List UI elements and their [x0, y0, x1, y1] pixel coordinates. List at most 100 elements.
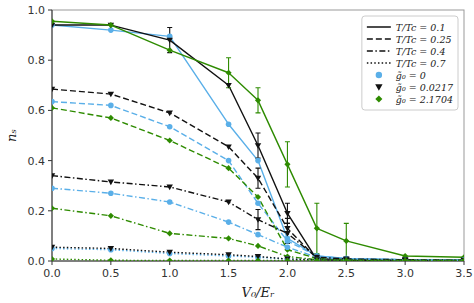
x-tick	[464, 261, 465, 265]
y-tick	[48, 210, 52, 211]
point	[314, 257, 320, 261]
x-tick	[405, 261, 406, 265]
legend-handle	[367, 50, 391, 52]
y-tick-label: 0.2	[28, 205, 46, 218]
point	[284, 257, 290, 261]
point	[52, 256, 55, 261]
point	[108, 213, 114, 219]
y-tick-label: 0.8	[28, 54, 46, 67]
legend-handle	[367, 26, 391, 28]
point	[343, 257, 349, 261]
point	[343, 257, 349, 261]
point	[461, 258, 464, 261]
x-tick-label: 1.0	[161, 267, 179, 280]
point	[343, 258, 349, 261]
error-bar	[344, 223, 349, 258]
point	[108, 23, 114, 29]
point	[402, 257, 408, 261]
point	[255, 143, 261, 149]
series-line	[52, 188, 464, 260]
point	[343, 238, 349, 244]
legend: T/Tc = 0.1T/Tc = 0.25T/Tc = 0.4T/Tc = 0.…	[362, 16, 458, 110]
point	[166, 110, 172, 116]
legend-label: g̃₀ = 0	[396, 70, 426, 81]
point	[108, 103, 114, 109]
error-bar	[285, 142, 290, 187]
point	[402, 258, 408, 261]
point	[402, 258, 408, 261]
point	[225, 252, 231, 258]
error-bar	[256, 210, 261, 230]
point	[52, 173, 55, 179]
point	[108, 92, 114, 98]
point	[284, 231, 290, 237]
data	[52, 18, 464, 261]
point	[255, 176, 261, 182]
legend-handle	[375, 95, 382, 102]
point	[108, 180, 114, 186]
point	[343, 257, 349, 261]
axes: 0.00.51.01.52.02.53.03.50.00.20.40.60.81…	[28, 4, 473, 280]
point	[461, 257, 464, 261]
point	[402, 257, 408, 261]
point	[255, 194, 261, 200]
point	[314, 257, 320, 261]
point	[225, 200, 231, 206]
point	[461, 257, 464, 261]
point	[108, 247, 114, 253]
point	[255, 200, 261, 206]
x-tick	[346, 261, 347, 265]
legend-label: g̃₀ = 0.0217	[396, 82, 454, 93]
error-bar	[285, 218, 290, 238]
error-bar	[256, 168, 261, 188]
point	[225, 235, 231, 241]
point	[108, 115, 114, 121]
x-tick	[169, 261, 170, 265]
x-axis-label: V₀/Eᵣ	[242, 285, 275, 300]
plot-frame	[52, 10, 464, 261]
point	[52, 87, 55, 93]
point	[225, 257, 231, 261]
point	[461, 258, 464, 261]
legend-handle	[375, 84, 382, 90]
point	[284, 211, 290, 217]
y-tick	[48, 110, 52, 111]
series-line	[52, 108, 464, 261]
markers	[52, 18, 464, 261]
point	[52, 18, 55, 24]
point	[167, 124, 173, 130]
point	[108, 190, 114, 196]
point	[255, 257, 261, 261]
y-tick	[48, 160, 52, 161]
point	[402, 258, 408, 261]
point	[285, 244, 291, 250]
x-tick	[287, 261, 288, 265]
point	[226, 219, 232, 225]
y-tick-label: 0.0	[28, 255, 46, 268]
series-line	[52, 25, 464, 260]
x-tick	[110, 261, 111, 265]
point	[52, 245, 55, 251]
point	[255, 158, 261, 164]
point	[343, 257, 349, 261]
point	[402, 257, 408, 261]
point	[226, 121, 232, 127]
point	[402, 257, 408, 261]
point	[52, 246, 55, 252]
point	[314, 257, 320, 261]
point	[167, 230, 173, 236]
point	[52, 185, 55, 191]
legend-label: T/Tc = 0.7	[396, 58, 447, 69]
point	[167, 47, 173, 53]
x-tick-label: 0.0	[43, 267, 61, 280]
lines	[52, 21, 464, 260]
y-tick-label: 1.0	[28, 4, 46, 17]
point	[461, 258, 464, 261]
point	[52, 105, 55, 111]
point	[108, 22, 114, 28]
point	[225, 165, 231, 171]
legend-label: T/Tc = 0.25	[396, 34, 452, 45]
point	[255, 232, 261, 238]
point	[166, 185, 172, 191]
series-line	[52, 89, 464, 260]
